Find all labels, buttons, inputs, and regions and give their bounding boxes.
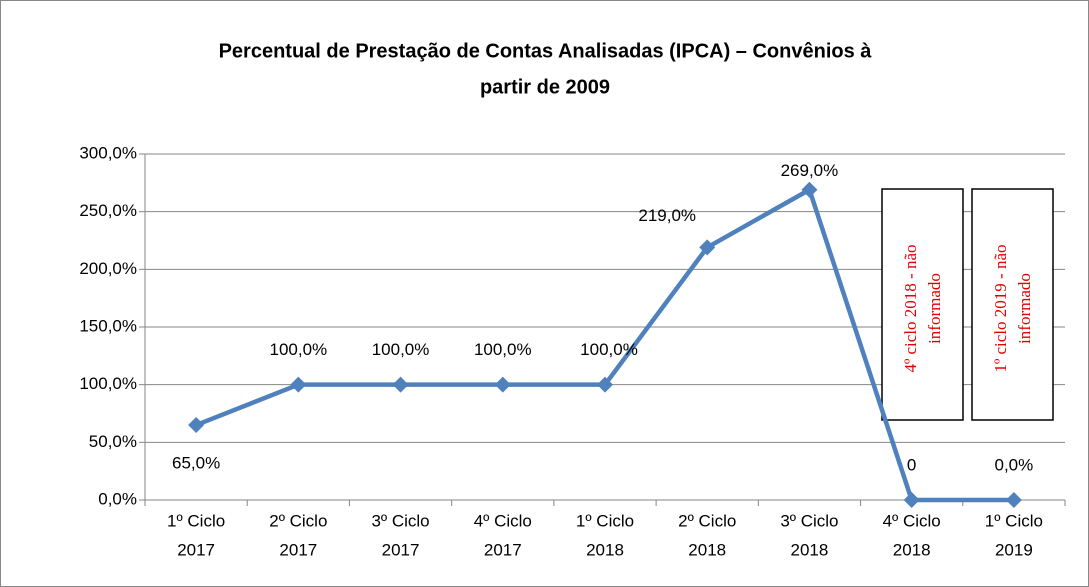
data-label: 0 [907,455,916,474]
x-tick-label: 2018 [893,540,931,559]
data-marker [597,376,613,393]
x-tick-label: 4º Ciclo [474,511,532,530]
y-tick-label: 200,0% [79,259,137,278]
x-tick-label: 1º Ciclo [576,511,634,530]
data-marker [1005,492,1022,508]
x-tick-label: 2º Ciclo [678,511,736,530]
data-label: 100,0% [474,340,532,359]
x-tick-label: 3º Ciclo [780,511,838,530]
data-marker [188,417,205,434]
x-tick-label: 2017 [382,540,420,559]
x-tick-label: 2018 [586,540,624,559]
chart-title: Percentual de Prestação de Contas Analis… [219,40,873,62]
data-label: 100,0% [372,340,430,359]
y-tick-label: 100,0% [79,374,137,393]
x-tick-label: 3º Ciclo [371,511,429,530]
annotation-box [971,188,1054,421]
x-tick-label: 2019 [995,540,1033,559]
x-tick-label: 2º Ciclo [269,511,327,530]
y-tick-label: 150,0% [79,316,137,335]
y-tick-label: 300,0% [79,143,137,162]
x-tick-label: 4º Ciclo [883,511,941,530]
data-marker [392,376,409,393]
x-tick-label: 1º Ciclo [167,511,225,530]
data-marker [903,492,920,508]
x-tick-label: 2017 [484,540,522,559]
y-tick-label: 50,0% [89,432,137,451]
data-label: 100,0% [580,340,638,359]
annotation-text: 4º ciclo 2018 - não [901,244,920,372]
data-marker [290,376,307,393]
data-marker [494,376,511,393]
annotation-text: informado [925,273,944,344]
x-tick-label: 2017 [279,540,317,559]
x-tick-label: 2017 [177,540,215,559]
data-marker [801,181,818,198]
data-label: 269,0% [781,161,839,180]
annotation-box [881,188,964,421]
x-tick-label: 2018 [791,540,829,559]
y-tick-label: 250,0% [79,201,137,220]
annotation-text: informado [1015,273,1034,344]
x-tick-label: 1º Ciclo [985,511,1043,530]
x-tick-label: 2018 [688,540,726,559]
data-label: 219,0% [638,206,696,225]
data-label: 100,0% [269,340,327,359]
annotation-text: 1º ciclo 2019 - não [991,244,1010,372]
data-marker [699,239,716,256]
data-label: 65,0% [172,454,220,473]
chart-title: partir de 2009 [480,76,610,98]
data-label: 0,0% [995,455,1034,474]
y-tick-label: 0,0% [98,489,137,508]
